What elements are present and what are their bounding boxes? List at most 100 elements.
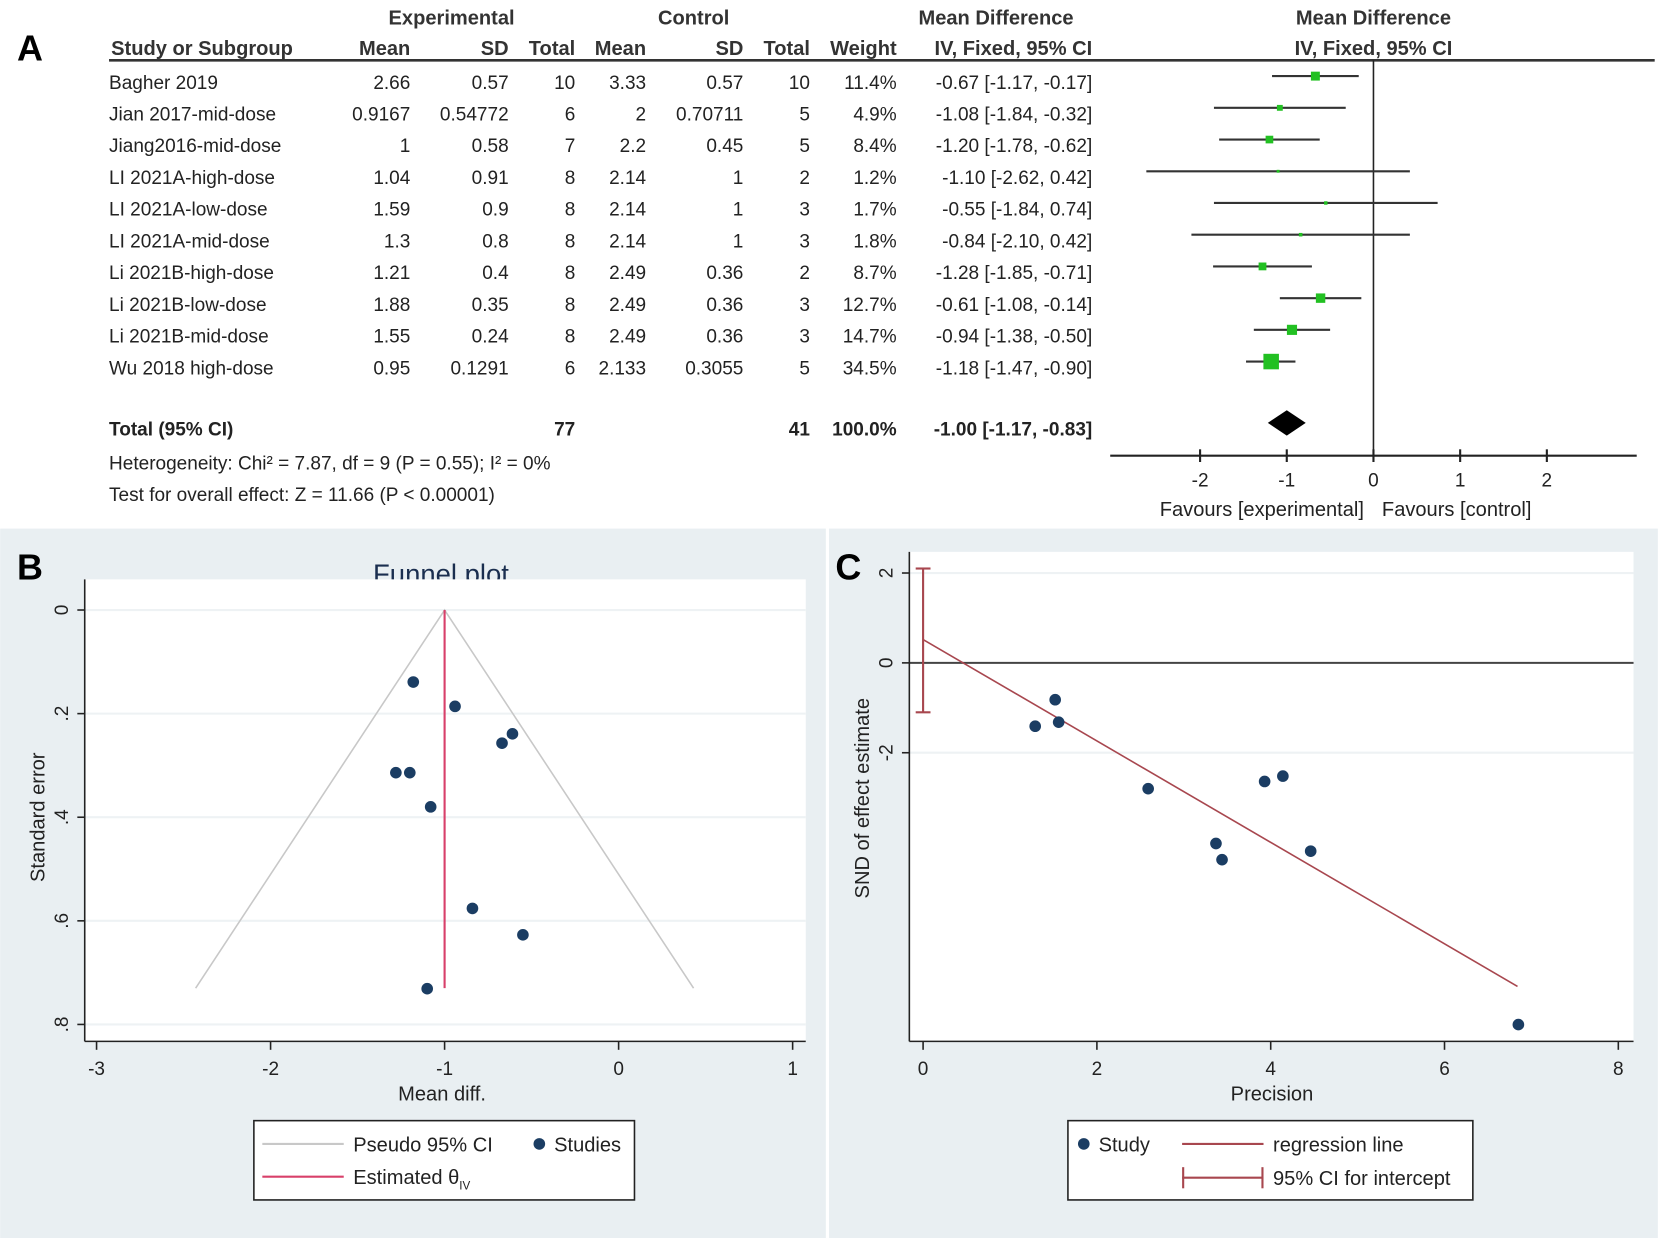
egger-ylabel: SND of effect estimate (852, 698, 874, 899)
funnel-study-point (466, 902, 479, 915)
study-row: Li 2021B-mid-dose 1.55 0.24 8 2.49 0.36 3 14.7%… (109, 327, 1092, 348)
study-row: Li 2021B-high-dose 1.21 0.4 8 2.49 0.36 2 8.7% -… (109, 263, 1092, 284)
study-row: LI 2021A-high-dose 1.04 0.91 8 2.14 1 2 1.2% -1.… (109, 168, 1092, 189)
legend-study: Study (1099, 1134, 1150, 1156)
cell-name: Jian 2017-mid-dose (109, 105, 276, 126)
cell-c_n: 3 (799, 295, 810, 316)
cell-c_n: 5 (799, 358, 810, 379)
cell-c_mean: 2.14 (609, 200, 646, 221)
cell-c_sd: 0.36 (706, 263, 743, 284)
egger-study-point (1029, 720, 1042, 733)
study-effect-marker (1276, 104, 1283, 111)
forest-x-tick-label: 0 (1368, 470, 1379, 491)
panel-label-a: A (17, 27, 43, 68)
cell-c_mean: 3.33 (609, 73, 646, 94)
col-exp-total-header: Total (529, 38, 575, 60)
total-row: Total (95% CI) 77 41 100.0% -1.00 [-1.17, -0… (109, 420, 1092, 441)
legend-regression: regression line (1273, 1134, 1404, 1156)
study-effect-marker (1286, 324, 1298, 335)
total-e_n: 77 (554, 420, 575, 441)
study-row: Wu 2018 high-dose 0.95 0.1291 6 2.133 0.3055 5… (109, 358, 1092, 379)
cell-c_sd: 0.57 (706, 73, 743, 94)
study-effect-marker (1263, 353, 1279, 370)
cell-e_n: 8 (565, 168, 576, 189)
egger-study-point (1258, 775, 1271, 788)
cell-e_mean: 1.55 (373, 327, 410, 348)
cell-name: Li 2021B-high-dose (109, 263, 274, 284)
funnel-x-tick-label: -3 (88, 1059, 105, 1080)
cell-c_mean: 2.49 (609, 263, 646, 284)
legend-pseudo-ci: Pseudo 95% CI (353, 1134, 493, 1156)
study-row: Jian 2017-mid-dose 0.9167 0.54772 6 2 0.70711… (109, 105, 1092, 126)
egger-x-tick-label: 2 (1092, 1059, 1103, 1080)
cell-ci: -1.20 [-1.78, -0.62] (936, 136, 1092, 157)
cell-weight: 11.4% (844, 73, 897, 94)
col-ctl-total-header: Total (763, 38, 809, 60)
cell-weight: 12.7% (843, 295, 897, 316)
total-label: Total (95% CI) (109, 420, 233, 441)
cell-c_sd: 0.36 (706, 327, 743, 348)
cell-e_mean: 1 (400, 136, 411, 157)
cell-e_mean: 0.95 (373, 358, 410, 379)
cell-c_sd: 1 (733, 200, 744, 221)
egger-plot-panel: C 2 0 -2 0 2 4 6 8 Precision SND of effect esti… (835, 546, 1634, 1201)
favours-control-label: Favours [control] (1382, 499, 1532, 521)
legend-studies: Studies (554, 1134, 621, 1156)
header-plot-group: Mean Difference (1296, 7, 1451, 29)
cell-c_n: 5 (799, 105, 810, 126)
col-ctl-sd-header: SD (715, 38, 743, 60)
cell-weight: 4.9% (853, 105, 896, 126)
egger-y-tick-label: -2 (876, 744, 897, 761)
legend-estimated-sub: IV (459, 1179, 470, 1192)
cell-name: Li 2021B-mid-dose (109, 327, 269, 348)
total-c_n: 41 (789, 420, 811, 441)
cell-name: Li 2021B-low-dose (109, 295, 267, 316)
cell-e_sd: 0.58 (472, 136, 509, 157)
egger-x-tick-label: 4 (1265, 1059, 1276, 1080)
cell-c_mean: 2.14 (609, 231, 646, 252)
legend-study-marker (1077, 1138, 1090, 1150)
funnel-xlabel: Mean diff. (398, 1084, 486, 1106)
cell-e_n: 8 (565, 231, 576, 252)
cell-c_sd: 1 (733, 168, 744, 189)
cell-ci: -0.67 [-1.17, -0.17] (936, 73, 1092, 94)
cell-c_mean: 2 (636, 105, 647, 126)
egger-study-point (1210, 837, 1222, 850)
study-effect-marker (1265, 135, 1274, 144)
cell-name: LI 2021A-high-dose (109, 168, 275, 189)
pooled-effect-diamond (1267, 410, 1306, 436)
egger-study-point (1216, 853, 1228, 866)
forest-x-tick-label: 2 (1542, 470, 1553, 491)
cell-weight: 1.8% (853, 231, 896, 252)
cell-e_sd: 0.57 (472, 73, 509, 94)
cell-e_mean: 1.88 (373, 295, 410, 316)
egger-y-tick-label: 2 (876, 568, 897, 579)
cell-e_n: 8 (565, 295, 576, 316)
funnel-x-tick-label: -2 (262, 1059, 279, 1080)
col-study-header: Study or Subgroup (111, 38, 293, 60)
egger-study-point (1304, 845, 1317, 857)
egger-study-point (1049, 693, 1061, 706)
cell-e_n: 8 (565, 200, 576, 221)
cell-e_mean: 1.21 (373, 263, 410, 284)
cell-c_mean: 2.49 (609, 327, 646, 348)
cell-weight: 8.7% (853, 263, 896, 284)
col-exp-mean-header: Mean (359, 38, 410, 60)
cell-e_mean: 0.9167 (352, 105, 410, 126)
funnel-study-point (407, 676, 420, 688)
cell-name: Jiang2016-mid-dose (109, 136, 281, 157)
study-effect-marker (1310, 71, 1320, 81)
egger-study-point (1052, 716, 1065, 728)
cell-weight: 8.4% (853, 136, 896, 157)
egger-study-point (1512, 1018, 1525, 1031)
cell-e_n: 10 (554, 73, 575, 94)
cell-ci: -1.08 [-1.84, -0.32] (936, 105, 1092, 126)
cell-name: Bagher 2019 (109, 73, 218, 94)
funnel-study-point (449, 700, 461, 713)
funnel-study-point (424, 801, 437, 813)
egger-xlabel: Precision (1231, 1084, 1314, 1106)
funnel-y-tick-label: .2 (52, 706, 73, 722)
panel-label-c: C (835, 546, 861, 587)
cell-ci: -0.61 [-1.08, -0.14] (936, 295, 1092, 316)
